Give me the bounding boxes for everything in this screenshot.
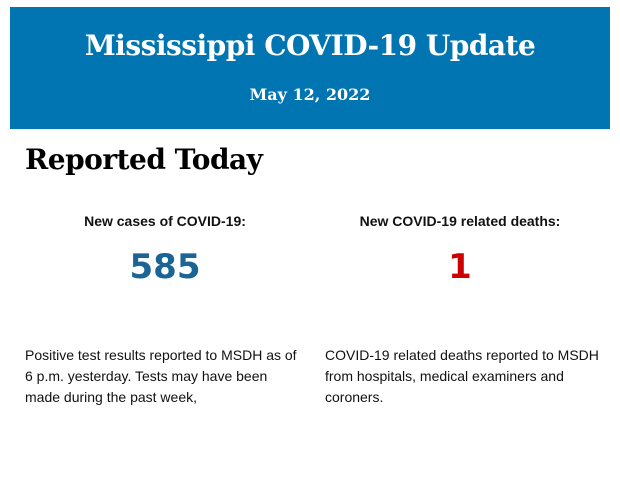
header-banner: Mississippi COVID-19 Update May 12, 2022 bbox=[10, 7, 610, 129]
cases-label: New cases of COVID-19: bbox=[84, 213, 246, 229]
page-title: Mississippi COVID-19 Update bbox=[84, 29, 536, 62]
deaths-stat: New COVID-19 related deaths: 1 bbox=[315, 213, 605, 287]
deaths-label: New COVID-19 related deaths: bbox=[359, 213, 561, 229]
report-date: May 12, 2022 bbox=[249, 85, 371, 104]
cases-description: Positive test results reported to MSDH a… bbox=[25, 347, 297, 405]
cases-stat: New cases of COVID-19: 585 bbox=[20, 213, 310, 287]
section-heading: Reported Today bbox=[25, 143, 263, 176]
deaths-value: 1 bbox=[448, 247, 472, 287]
cases-value: 585 bbox=[129, 247, 201, 287]
deaths-description: COVID-19 related deaths reported to MSDH… bbox=[325, 347, 599, 405]
